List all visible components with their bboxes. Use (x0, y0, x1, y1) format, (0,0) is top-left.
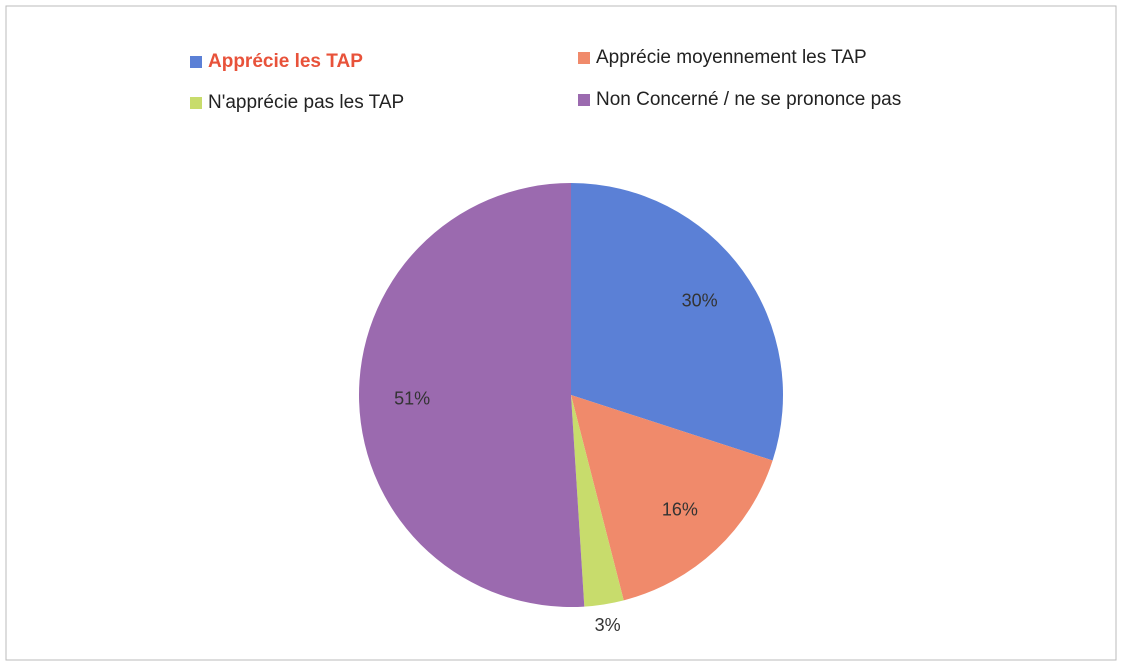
slice-label: 16% (662, 500, 698, 520)
pie-slice (571, 395, 624, 607)
pie-slice (359, 183, 585, 607)
legend-swatch (578, 52, 590, 64)
legend-label: Apprécie moyennement les TAP (596, 47, 867, 68)
slice-label: 30% (682, 290, 718, 310)
legend-label: Apprécie les TAP (208, 51, 363, 72)
legend-swatch (190, 56, 202, 68)
legend-label: N'apprécie pas les TAP (208, 92, 404, 113)
legend-swatch (578, 94, 590, 106)
slice-label: 51% (394, 389, 430, 409)
legend-label: Non Concerné / ne se prononce pas (596, 89, 901, 110)
pie-slice (571, 183, 784, 461)
pie-slice (571, 395, 773, 601)
legend-swatch (190, 97, 202, 109)
slice-label: 3% (595, 615, 621, 635)
